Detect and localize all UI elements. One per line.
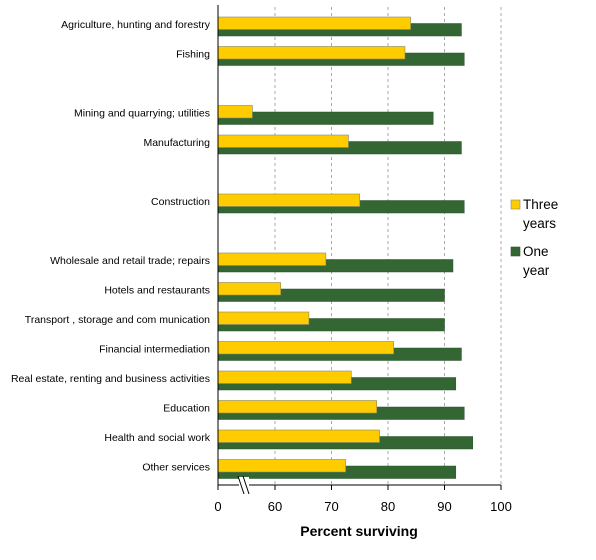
bar-three-years [217,134,349,148]
category-label: Fishing [176,49,210,61]
bar-three-years [217,16,411,30]
legend: Three years One year [510,197,558,278]
bar-three-years [217,252,327,266]
category-label: Manufacturing [143,137,210,149]
legend-label: One [523,244,549,259]
x-axis-title: Percent surviving [300,523,418,539]
bar-three-years [217,105,253,119]
category-label: Construction [151,196,210,208]
category-label: Transport , storage and com munication [25,314,210,326]
axis-break-mark [237,475,245,495]
category-label: Financial intermediation [99,344,210,356]
legend-swatch-one-year [510,246,521,257]
category-label: Education [163,403,210,415]
labels-layer: Agriculture, hunting and forestry Fishing… [11,19,512,514]
bar-three-years [217,46,406,60]
category-label: Other services [142,462,210,474]
x-tick-label: 70 [324,499,338,514]
bar-three-years [217,400,377,414]
bar-three-years [217,370,352,384]
x-tick-label: 100 [490,499,512,514]
x-tick-label: 0 [214,499,221,514]
bar-three-years [217,311,310,325]
legend-label: year [523,263,550,278]
axis-break-mark [242,475,250,495]
bars-layer [217,16,473,479]
legend-swatch-three-years [510,199,521,210]
category-label: Health and social work [104,432,210,444]
category-label: Mining and quarrying; utilities [74,108,210,120]
bar-three-years [217,282,281,296]
axis-layer [217,5,502,495]
x-tick-label: 80 [381,499,395,514]
category-label: Wholesale and retail trade; repairs [50,255,210,267]
legend-label: Three [523,197,558,212]
axis-break-gap [239,477,249,493]
bar-three-years [217,193,361,207]
category-label: Real estate, renting and business activi… [11,373,210,385]
x-tick-label: 60 [268,499,282,514]
category-label: Agriculture, hunting and forestry [61,19,211,31]
bar-three-years [217,341,394,355]
x-tick-label: 90 [437,499,451,514]
bar-three-years [217,459,346,473]
category-label: Hotels and restaurants [104,285,210,297]
legend-label: years [523,216,556,231]
bar-three-years [217,429,380,443]
